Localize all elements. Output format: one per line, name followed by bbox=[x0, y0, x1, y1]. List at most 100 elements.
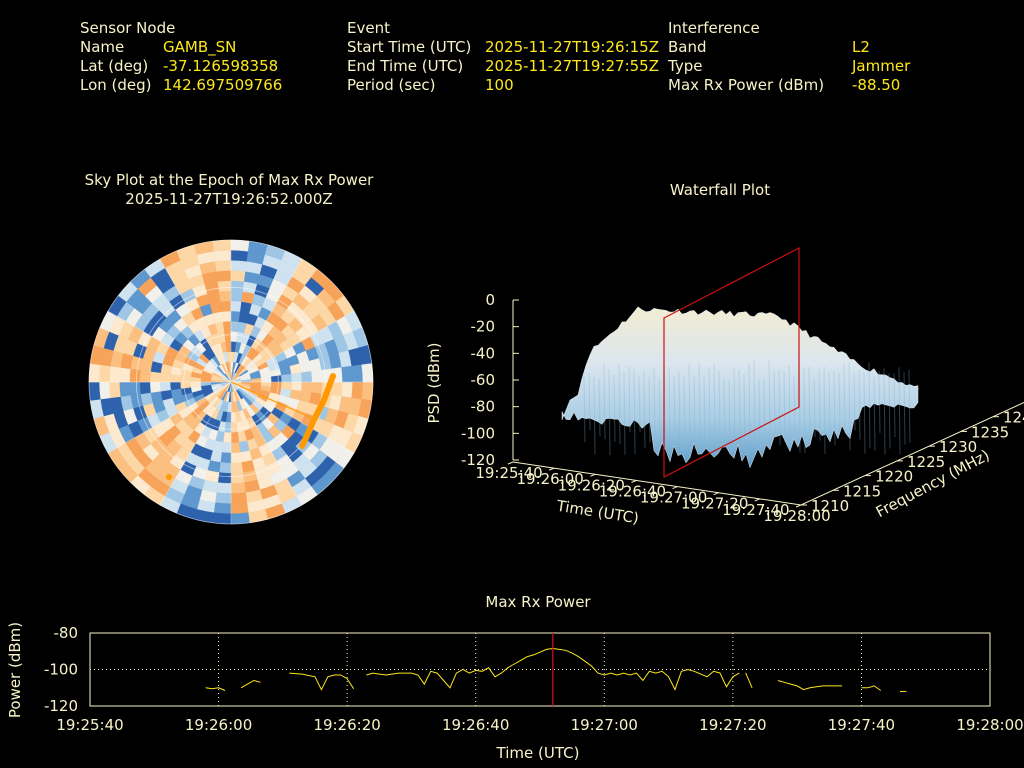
waterfall-x-tick bbox=[754, 498, 761, 502]
waterfall-y-tick-label: 1230 bbox=[939, 438, 977, 456]
waterfall-surface-streak bbox=[883, 368, 886, 455]
waterfall-x-tick-label: 19:26:00 bbox=[516, 470, 583, 488]
waterfall-x-tick bbox=[590, 473, 596, 477]
waterfall-x-tick-label: 19:25:40 bbox=[475, 464, 542, 482]
power-series-segment bbox=[289, 672, 355, 691]
waterfall-surface-streak bbox=[818, 369, 821, 441]
waterfall-y-tick-label: 1235 bbox=[971, 423, 1009, 441]
waterfall-y-tick-label: 1220 bbox=[875, 468, 913, 486]
skyplot-elevation-ring bbox=[183, 334, 279, 430]
event-end-label: End Time (UTC) bbox=[347, 57, 464, 75]
waterfall-x-tick bbox=[672, 486, 678, 490]
event-period-label: Period (sec) bbox=[347, 76, 436, 94]
waterfall-surface-streak bbox=[608, 369, 611, 455]
waterfall-z-tick-label: -80 bbox=[471, 398, 496, 416]
waterfall-surface-streak bbox=[838, 372, 841, 433]
waterfall-z-tick-label: -40 bbox=[471, 344, 496, 362]
interference-heading: Interference bbox=[668, 19, 760, 37]
skyplot-title: Sky Plot at the Epoch of Max Rx Power bbox=[84, 171, 374, 189]
waterfall-surface-streak bbox=[658, 378, 661, 447]
power-x-axis-label: Time (UTC) bbox=[496, 744, 580, 762]
waterfall-surface-streak bbox=[698, 361, 701, 448]
waterfall-surface-streak bbox=[763, 378, 766, 450]
waterfall-z-axis-label: PSD (dBm) bbox=[425, 342, 443, 423]
sensor-lat-label: Lat (deg) bbox=[80, 57, 149, 75]
waterfall-y-tick-label: 1240 bbox=[1003, 409, 1024, 427]
skyplot-azimuth-line bbox=[107, 310, 232, 383]
skyplot-azimuth-line bbox=[230, 310, 355, 383]
waterfall-surface-streak bbox=[648, 377, 651, 443]
skyplot-jammer-direction bbox=[230, 381, 313, 419]
power-x-tick-label: 19:27:00 bbox=[571, 716, 638, 734]
interference-type-value: Jammer bbox=[852, 57, 911, 75]
event-period-value: 100 bbox=[485, 76, 514, 94]
event-heading: Event bbox=[347, 19, 390, 37]
waterfall-surface-streak bbox=[908, 369, 911, 443]
skyplot-azimuth-line bbox=[230, 381, 303, 506]
waterfall-surface-streak bbox=[788, 365, 791, 436]
waterfall-x-tick bbox=[548, 467, 555, 471]
waterfall-surface-streak bbox=[708, 366, 711, 443]
waterfall-surface-streak bbox=[593, 376, 596, 455]
waterfall-surface-streak bbox=[693, 374, 696, 450]
waterfall-z-tick-label: -120 bbox=[461, 451, 495, 469]
power-series-segment bbox=[745, 672, 753, 688]
sensor-name-label: Name bbox=[80, 38, 125, 56]
waterfall-surface-streak bbox=[688, 363, 691, 436]
waterfall-surface-streak bbox=[598, 377, 601, 437]
power-y-tick-label: -80 bbox=[54, 624, 79, 642]
waterfall-surface-streak bbox=[898, 367, 901, 455]
power-series-segment bbox=[366, 647, 740, 691]
waterfall-surface-streak bbox=[728, 379, 731, 453]
waterfall-z-tick-label: -100 bbox=[461, 424, 495, 442]
waterfall-surface-streak bbox=[613, 375, 616, 442]
waterfall-x-tick-label: 19:27:00 bbox=[640, 489, 707, 507]
waterfall-surface bbox=[561, 247, 919, 478]
power-series bbox=[205, 633, 907, 706]
power-chart-title: Max Rx Power bbox=[485, 593, 591, 611]
power-x-tick-label: 19:25:40 bbox=[56, 716, 123, 734]
sensor-lon-label: Lon (deg) bbox=[80, 76, 152, 94]
waterfall-z-tick-label: 0 bbox=[485, 291, 495, 309]
skyplot-azimuth-line bbox=[159, 258, 232, 383]
sensor-lat-value: -37.126598358 bbox=[163, 57, 279, 75]
waterfall-surface-streak bbox=[618, 363, 621, 445]
waterfall-y-tick-label: 1210 bbox=[811, 497, 849, 515]
power-y-tick-label: -100 bbox=[44, 661, 78, 679]
interference-maxrx-label: Max Rx Power (dBm) bbox=[668, 76, 825, 94]
waterfall-surface-streak bbox=[848, 362, 851, 451]
waterfall-surface-streak bbox=[633, 369, 636, 455]
waterfall-x-tick-label: 19:27:20 bbox=[681, 495, 748, 513]
waterfall-surface-streak bbox=[843, 362, 846, 434]
waterfall-z-tick-label: -20 bbox=[471, 318, 496, 336]
sensor-lon-value: 142.697509766 bbox=[163, 76, 283, 94]
skyplot-subtitle: 2025-11-27T19:26:52.000Z bbox=[125, 190, 333, 208]
waterfall-x-tick bbox=[795, 504, 802, 508]
power-x-tick-label: 19:28:00 bbox=[956, 716, 1023, 734]
event-end-value: 2025-11-27T19:27:55Z bbox=[485, 57, 659, 75]
event-start-label: Start Time (UTC) bbox=[347, 38, 472, 56]
waterfall-x-tick bbox=[507, 461, 514, 465]
skyplot-satellite-tracks bbox=[166, 373, 336, 480]
waterfall-z-tick-label: -60 bbox=[471, 371, 496, 389]
waterfall-surface-streak bbox=[768, 360, 771, 431]
interference-maxrx-value: -88.50 bbox=[852, 76, 901, 94]
waterfall-x-tick-label: 19:26:40 bbox=[599, 482, 666, 500]
waterfall-y-tick-label: 1225 bbox=[907, 453, 945, 471]
waterfall-surface-streak bbox=[793, 375, 796, 433]
power-tick-labels: 19:25:40 19:26:00 19:26:20 19:26:40 19:27:00… bbox=[6, 622, 1024, 734]
skyplot-elevation-ring bbox=[88, 239, 374, 525]
sensor-node-heading: Sensor Node bbox=[80, 19, 176, 37]
waterfall-surface-streak bbox=[828, 372, 831, 434]
power-series-segment bbox=[861, 685, 881, 691]
waterfall-surface-streak bbox=[643, 371, 646, 449]
skyplot-heatmap-cells bbox=[88, 239, 374, 525]
power-x-tick-label: 19:26:00 bbox=[185, 716, 252, 734]
interference-band-value: L2 bbox=[852, 38, 870, 56]
waterfall-surface-streak bbox=[588, 372, 591, 431]
waterfall-axes bbox=[507, 299, 1024, 508]
waterfall-surface-streak bbox=[718, 370, 721, 450]
